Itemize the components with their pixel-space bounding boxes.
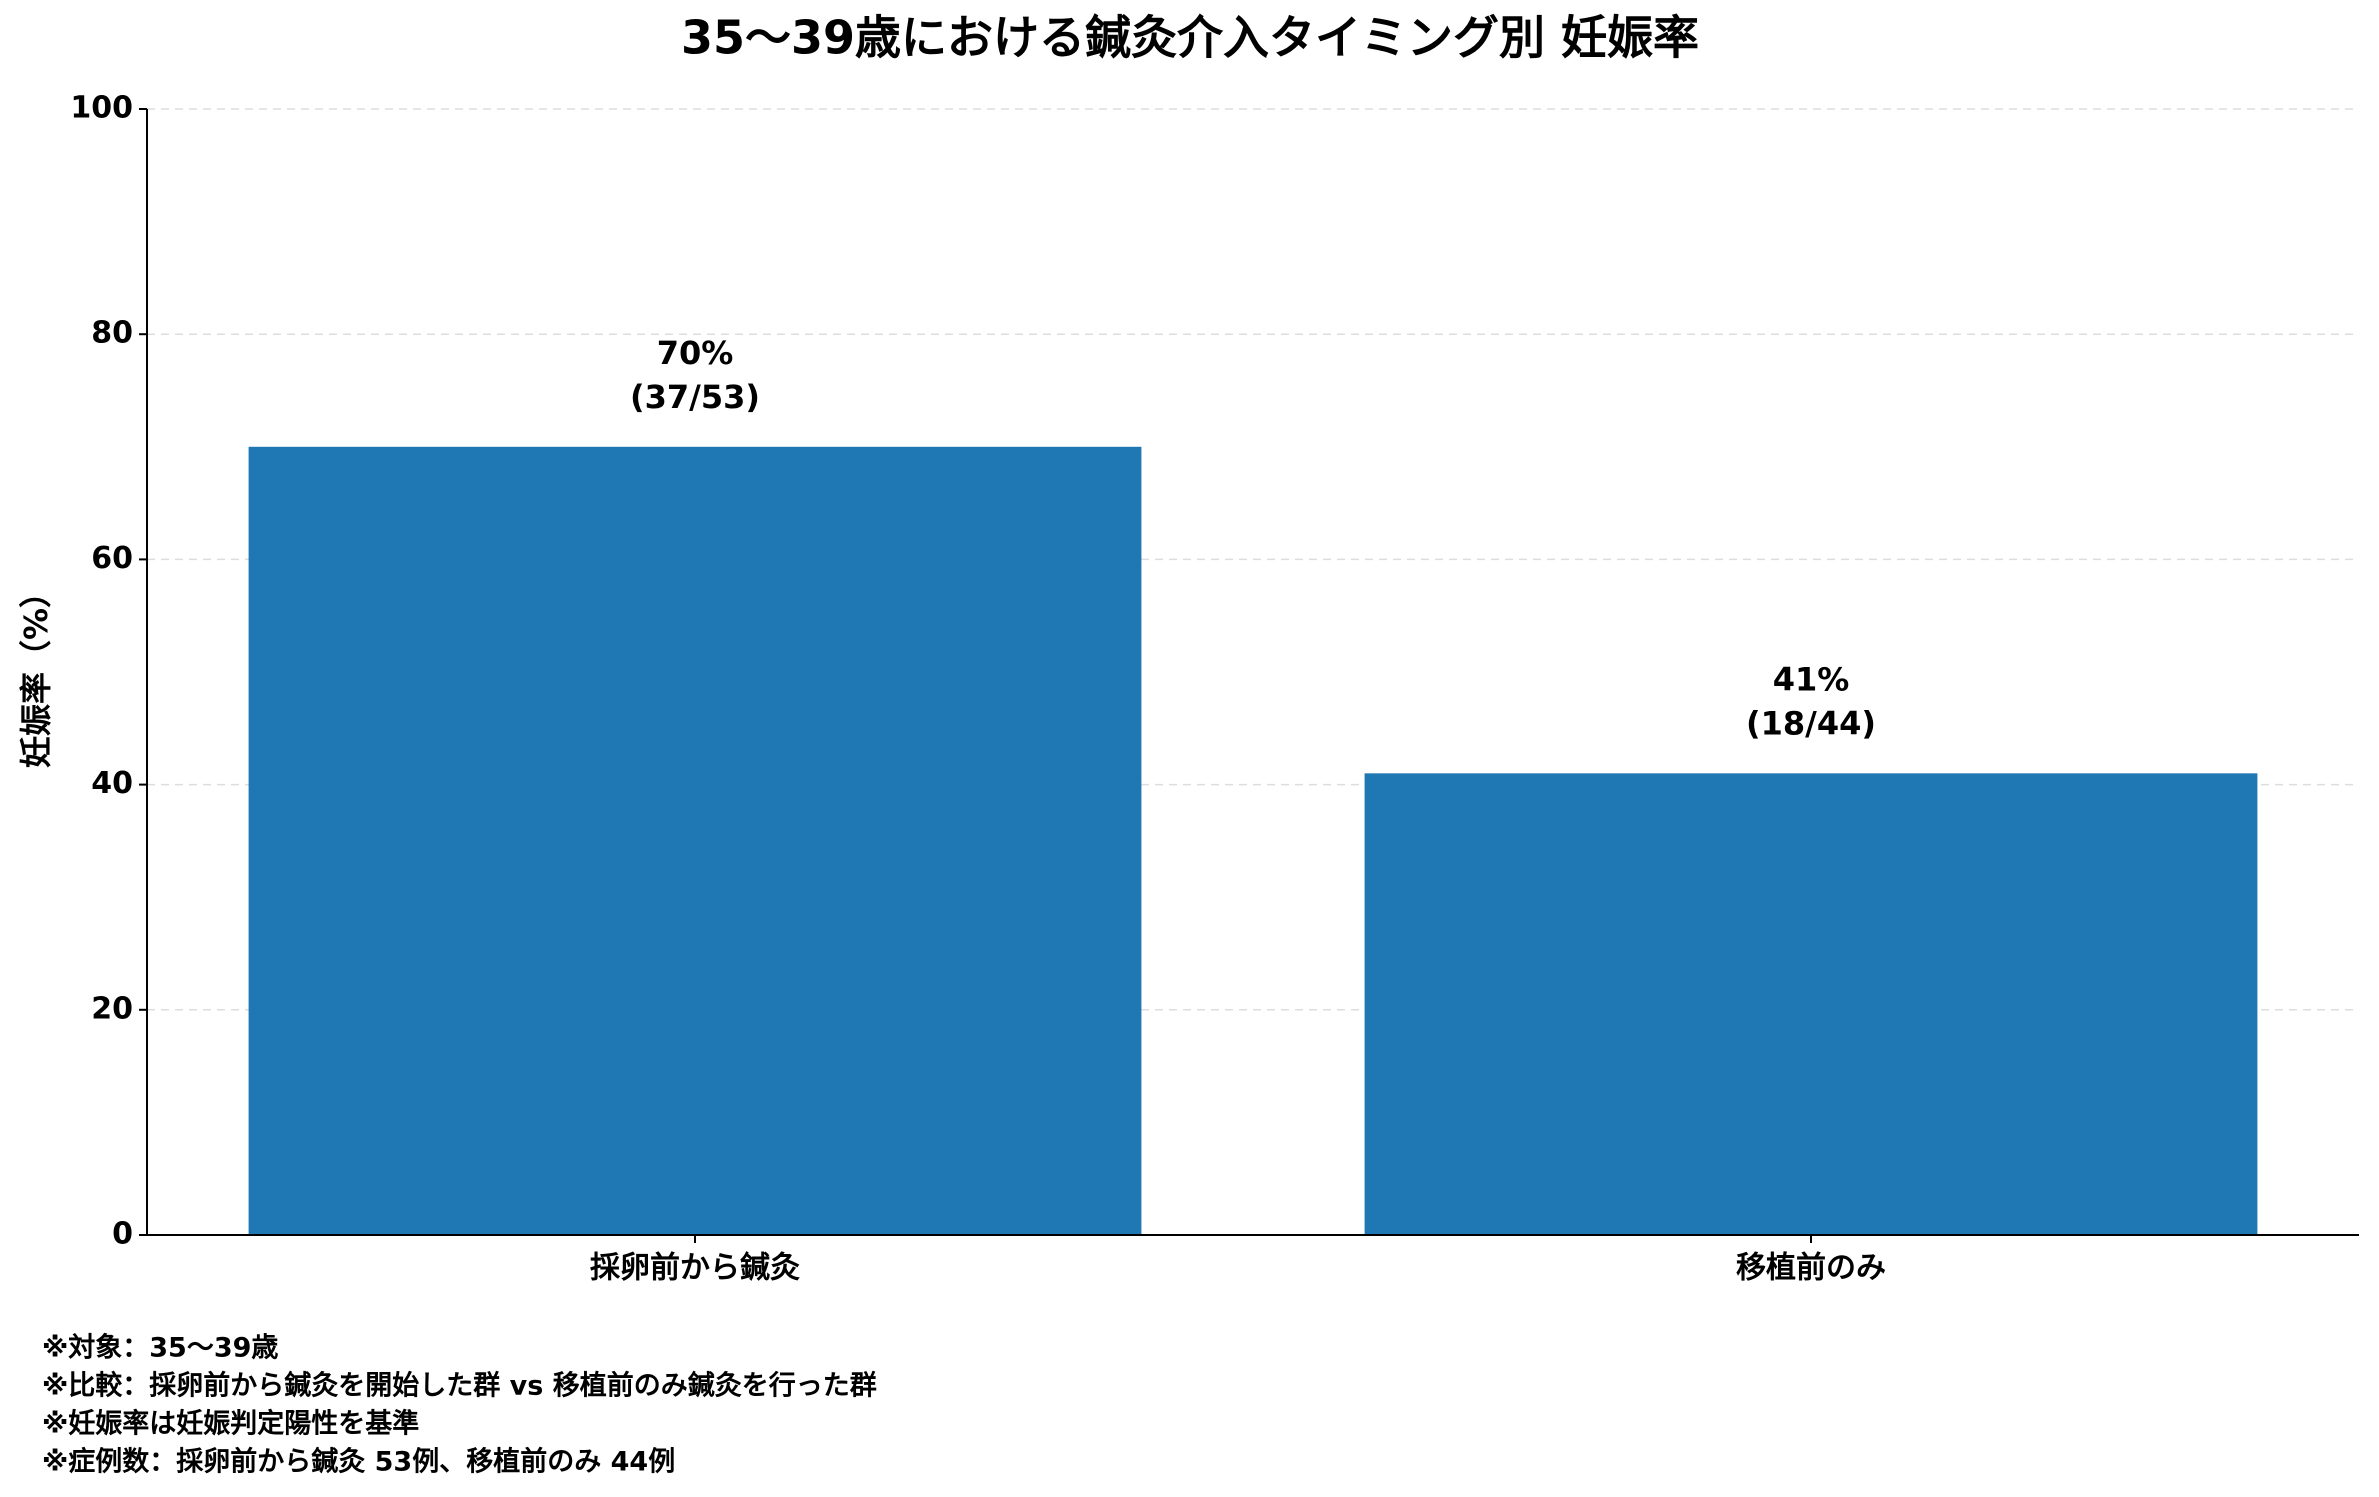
footnote: ※比較：採卵前から鍼灸を開始した群 vs 移植前のみ鍼灸を行った群 [42,1370,877,1402]
y-tick-label: 20 [91,991,133,1026]
bar [1364,773,2258,1235]
y-tick-label: 0 [112,1217,133,1252]
count-label: (37/53) [630,378,760,416]
bar [248,446,1142,1235]
x-tick-label: 採卵前から鍼灸 [590,1251,800,1286]
y-tick-label: 60 [91,541,133,576]
value-label: 70% [657,334,734,372]
footnote: ※対象：35〜39歳 [42,1332,278,1364]
footnote: ※妊娠率は妊娠判定陽性を基準 [42,1408,419,1440]
y-tick-label: 80 [91,316,133,351]
y-tick-label: 40 [91,766,133,801]
count-label: (18/44) [1746,704,1876,742]
x-tick-label: 移植前のみ [1736,1251,1886,1286]
y-tick-label: 100 [70,91,133,126]
y-axis-label: 妊娠率（%） [17,576,55,768]
chart-title: 35〜39歳における鍼灸介入タイミング別 妊娠率 [681,11,1699,65]
value-label: 41% [1773,660,1850,698]
footnote: ※症例数：採卵前から鍼灸 53例、移植前のみ 44例 [42,1446,675,1478]
